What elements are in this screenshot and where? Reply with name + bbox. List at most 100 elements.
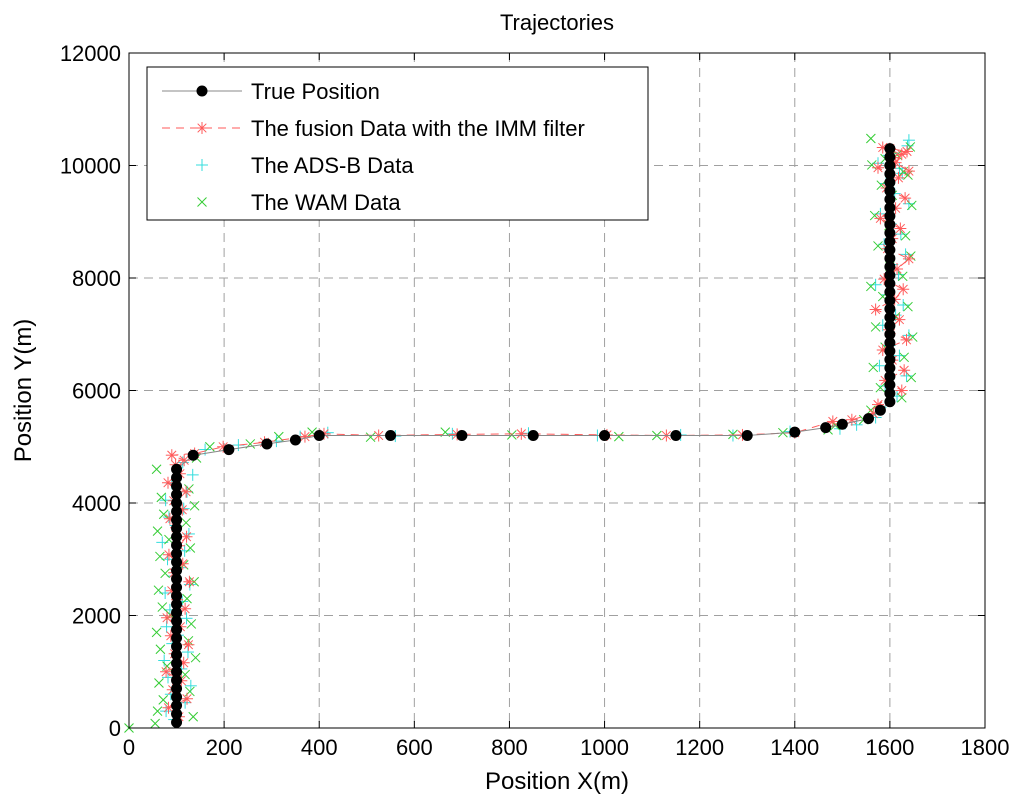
legend: True Position The fusion Data with the IM… xyxy=(146,66,649,221)
x-tick-label: 400 xyxy=(301,735,338,760)
wam-point xyxy=(150,718,161,729)
fusion-point xyxy=(515,427,528,440)
fusion-point xyxy=(196,122,208,134)
true-position-point xyxy=(820,422,832,434)
wam-point xyxy=(152,706,163,716)
fusion-point xyxy=(182,638,195,651)
x-tick-label: 1200 xyxy=(675,735,724,760)
fusion-point xyxy=(872,161,884,174)
fusion-point xyxy=(900,333,913,346)
wam-point xyxy=(151,627,162,638)
true-position-point xyxy=(789,426,801,438)
x-tick-label: 1800 xyxy=(961,735,1010,760)
fusion-point xyxy=(895,384,908,397)
ads-b-point xyxy=(158,654,171,667)
true-position-point xyxy=(862,413,874,425)
wam-point xyxy=(866,281,876,292)
true-position-point xyxy=(385,430,397,441)
true-position-point xyxy=(196,85,208,97)
wam-point xyxy=(185,543,196,553)
ads-b-point xyxy=(196,159,208,171)
wam-point xyxy=(151,464,162,475)
wam-point xyxy=(158,695,169,705)
wam-point xyxy=(186,619,197,629)
legend-entry-label: True Position xyxy=(251,79,380,104)
fusion-point xyxy=(892,171,905,184)
fusion-point xyxy=(180,485,193,498)
fusion-point xyxy=(897,283,910,296)
true-position-point xyxy=(741,430,753,441)
wam-point xyxy=(197,197,207,207)
fusion-point xyxy=(298,430,311,443)
fusion-point xyxy=(899,192,912,205)
true-position-point xyxy=(223,444,235,456)
axis-ticks: 0 200 400 600 800 1000 1200 1400 1600 1800 0 2000 40… xyxy=(60,41,1010,760)
true-position-point xyxy=(171,463,183,475)
ads-b-point xyxy=(869,278,882,291)
wam-point xyxy=(154,678,164,688)
fusion-point xyxy=(161,611,174,624)
wam-point xyxy=(896,392,907,403)
ads-b-point xyxy=(902,134,915,147)
ads-b-point xyxy=(186,468,199,481)
true-position-point xyxy=(527,430,539,441)
series-layer xyxy=(124,133,918,733)
fusion-point xyxy=(180,530,193,543)
true-position-point xyxy=(599,430,611,441)
fusion-point xyxy=(160,665,173,678)
fusion-point xyxy=(869,303,882,316)
wam-point xyxy=(900,230,911,241)
legend-box xyxy=(146,66,649,221)
x-tick-label: 1600 xyxy=(865,735,914,760)
fusion-point xyxy=(179,602,192,615)
wam-point xyxy=(188,711,199,722)
wam-point xyxy=(157,602,168,612)
y-axis-label: Position Y(m) xyxy=(10,319,37,463)
fusion-point xyxy=(161,476,174,489)
wam-point xyxy=(365,432,376,443)
legend-entry-label: The ADS-B Data xyxy=(251,153,414,178)
chart-title: Trajectories xyxy=(500,10,614,35)
wam-point xyxy=(868,362,879,373)
wam-point xyxy=(873,241,883,251)
y-tick-label: 6000 xyxy=(72,379,121,404)
true-position-point xyxy=(289,434,301,446)
wam-point xyxy=(155,551,165,562)
y-tick-label: 8000 xyxy=(72,266,121,291)
wam-point xyxy=(181,517,191,528)
x-tick-label: 1000 xyxy=(580,735,629,760)
wam-point xyxy=(897,271,908,282)
ads-b-point xyxy=(897,299,910,311)
wam-point xyxy=(613,431,624,442)
wam-point xyxy=(903,170,913,180)
series-true-position xyxy=(171,143,896,728)
x-tick-label: 200 xyxy=(206,735,243,760)
true-position-point xyxy=(884,143,896,155)
wam-point xyxy=(899,352,910,363)
wam-point xyxy=(506,430,517,440)
wam-point xyxy=(728,429,738,440)
fusion-point xyxy=(181,692,194,705)
wam-point xyxy=(903,301,913,312)
ads-b-point xyxy=(160,705,173,718)
y-tick-label: 0 xyxy=(109,716,121,741)
fusion-point xyxy=(895,148,908,161)
wam-point xyxy=(153,585,164,596)
wam-point xyxy=(152,526,163,536)
y-tick-label: 12000 xyxy=(60,41,121,66)
legend-entry-label: The fusion Data with the IMM filter xyxy=(251,116,585,141)
wam-point xyxy=(158,509,169,520)
wam-point xyxy=(204,441,215,452)
true-position-point xyxy=(670,430,682,441)
true-position-point xyxy=(187,449,199,461)
fusion-point xyxy=(893,313,906,326)
y-tick-label: 2000 xyxy=(72,604,121,629)
fusion-point xyxy=(165,449,178,462)
wam-point xyxy=(160,568,170,579)
ads-b-point xyxy=(159,494,172,507)
true-position-point xyxy=(261,438,273,450)
true-position-point xyxy=(836,418,848,430)
x-tick-label: 600 xyxy=(396,735,433,760)
wam-point xyxy=(180,669,190,680)
